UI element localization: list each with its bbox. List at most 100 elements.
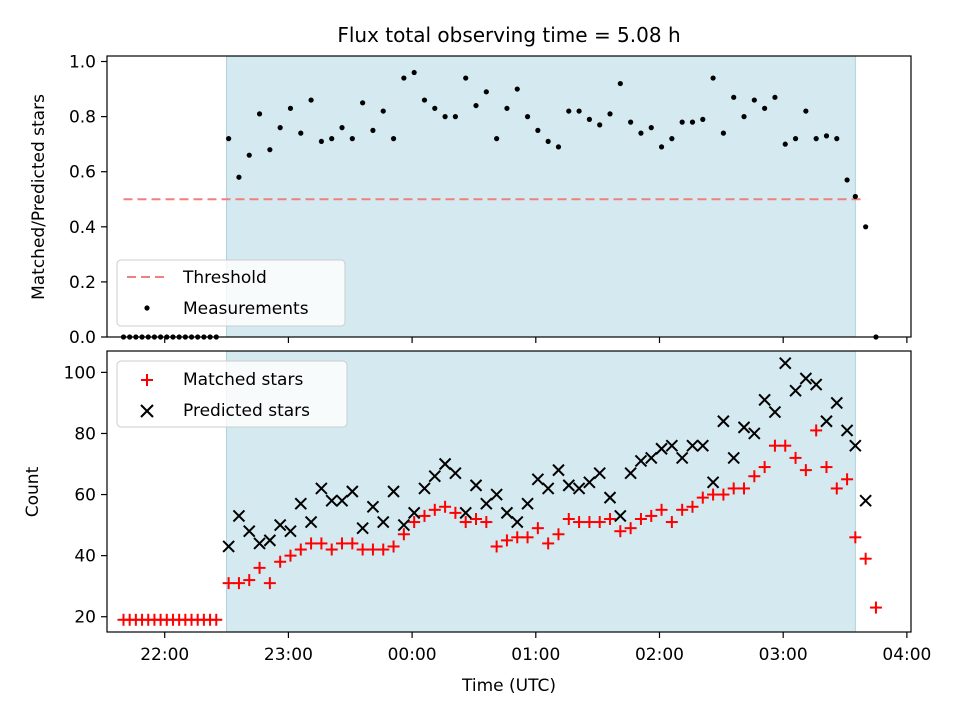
matched-star-point bbox=[634, 512, 647, 525]
measurement-point bbox=[731, 94, 737, 100]
predicted-star-point bbox=[438, 457, 452, 471]
measurement-point bbox=[607, 111, 613, 117]
measurement-point bbox=[411, 69, 417, 76]
matched-star-point bbox=[859, 552, 872, 565]
x-axis-label: Time (UTC) bbox=[461, 676, 556, 696]
matched-star-point bbox=[274, 555, 287, 568]
measurement-point bbox=[277, 125, 283, 131]
matched-star-point bbox=[820, 461, 833, 474]
matched-star-point bbox=[325, 543, 338, 556]
matched-star-point bbox=[552, 528, 565, 541]
measurement-point bbox=[710, 75, 716, 81]
legend-threshold-label: Threshold bbox=[182, 268, 267, 288]
predicted-star-point bbox=[253, 537, 266, 550]
measurement-point bbox=[256, 111, 263, 117]
x-tick-label: 04:00 bbox=[882, 645, 931, 665]
matched-star-point bbox=[222, 577, 235, 590]
matched-star-point bbox=[562, 512, 575, 525]
predicted-star-point bbox=[469, 479, 483, 492]
matched-star-point bbox=[377, 543, 390, 556]
matched-star-point bbox=[869, 601, 882, 614]
measurement-point bbox=[628, 119, 634, 125]
y-tick-label: 100 bbox=[64, 363, 96, 383]
predicted-star-point bbox=[696, 439, 709, 452]
predicted-star-point bbox=[583, 476, 596, 489]
x-tick-label: 02:00 bbox=[635, 645, 684, 665]
matched-star-point bbox=[315, 537, 328, 550]
matched-star-point bbox=[727, 482, 740, 495]
measurement-point bbox=[669, 136, 675, 142]
matched-star-point bbox=[676, 503, 689, 516]
predicted-star-point bbox=[634, 454, 648, 468]
measurement-point bbox=[834, 136, 840, 142]
measurement-point bbox=[267, 147, 273, 153]
measurement-point bbox=[772, 94, 778, 100]
matched-star-point bbox=[243, 574, 256, 587]
matched-star-point bbox=[397, 528, 410, 541]
predicted-star-point bbox=[655, 442, 668, 455]
matched-star-point bbox=[480, 516, 493, 529]
predicted-star-point bbox=[366, 500, 380, 513]
predicted-star-point bbox=[737, 421, 751, 434]
measurement-point bbox=[514, 86, 520, 92]
matched-star-point bbox=[531, 522, 544, 535]
measurement-point bbox=[658, 144, 665, 150]
measurement-point bbox=[380, 108, 386, 114]
predicted-star-point bbox=[686, 439, 699, 452]
matched-star-point bbox=[428, 503, 441, 516]
ratio-panel-frame bbox=[106, 55, 912, 338]
matched-star-point bbox=[614, 525, 627, 538]
matched-star-point bbox=[717, 488, 730, 501]
predicted-star-point bbox=[593, 466, 606, 480]
measurement-point bbox=[689, 119, 696, 125]
legend-matched-label: Matched stars bbox=[183, 370, 303, 390]
measurement-point bbox=[813, 136, 819, 142]
predicted-star-point bbox=[799, 372, 813, 385]
matched-star-point bbox=[408, 516, 421, 529]
matched-star-point bbox=[604, 512, 617, 525]
predicted-star-point bbox=[562, 479, 575, 492]
measurement-point bbox=[401, 75, 407, 81]
predicted-star-point bbox=[820, 415, 833, 428]
predicted-star-point bbox=[397, 518, 411, 532]
x-tick-label: 03:00 bbox=[759, 645, 808, 665]
matched-star-point bbox=[573, 516, 586, 529]
measurement-point bbox=[741, 114, 747, 120]
y-tick-label: 20 bbox=[74, 608, 96, 628]
measurement-point bbox=[318, 138, 324, 145]
matched-star-point bbox=[779, 439, 792, 452]
predicted-star-point bbox=[849, 439, 862, 452]
legend-predicted-label: Predicted stars bbox=[183, 401, 310, 421]
matched-star-point bbox=[799, 464, 812, 477]
measurement-point bbox=[586, 116, 593, 122]
matched-star-point bbox=[284, 549, 297, 562]
matched-star-point bbox=[336, 537, 349, 550]
predicted-star-point bbox=[541, 482, 555, 495]
measurement-point bbox=[452, 114, 458, 120]
matched-star-point bbox=[511, 531, 524, 544]
measurement-point bbox=[700, 116, 706, 122]
matched-star-point bbox=[387, 540, 400, 553]
predicted-star-point bbox=[859, 494, 872, 507]
matched-star-point bbox=[490, 540, 503, 553]
measurement-point bbox=[349, 136, 355, 142]
measurement-point bbox=[863, 224, 869, 230]
matched-star-point bbox=[418, 509, 431, 522]
measurement-point bbox=[226, 136, 232, 142]
matched-star-point bbox=[542, 537, 555, 550]
legend-measurements-label: Measurements bbox=[183, 299, 309, 319]
measurement-point bbox=[648, 125, 654, 131]
predicted-star-point bbox=[480, 497, 493, 510]
matched-star-point bbox=[849, 531, 862, 544]
y-tick-label: 0.6 bbox=[69, 163, 96, 183]
predicted-star-point bbox=[552, 463, 565, 477]
y-tick-label: 40 bbox=[74, 547, 96, 567]
measurement-point bbox=[442, 114, 448, 120]
ratio-y-axis-label: Matched/Predicted stars bbox=[29, 94, 49, 300]
predicted-star-point bbox=[243, 524, 256, 538]
predicted-star-point bbox=[459, 506, 472, 520]
predicted-star-point bbox=[717, 415, 730, 428]
matched-star-point bbox=[758, 461, 771, 474]
matched-star-point bbox=[593, 516, 606, 529]
predicted-star-point bbox=[768, 405, 782, 419]
